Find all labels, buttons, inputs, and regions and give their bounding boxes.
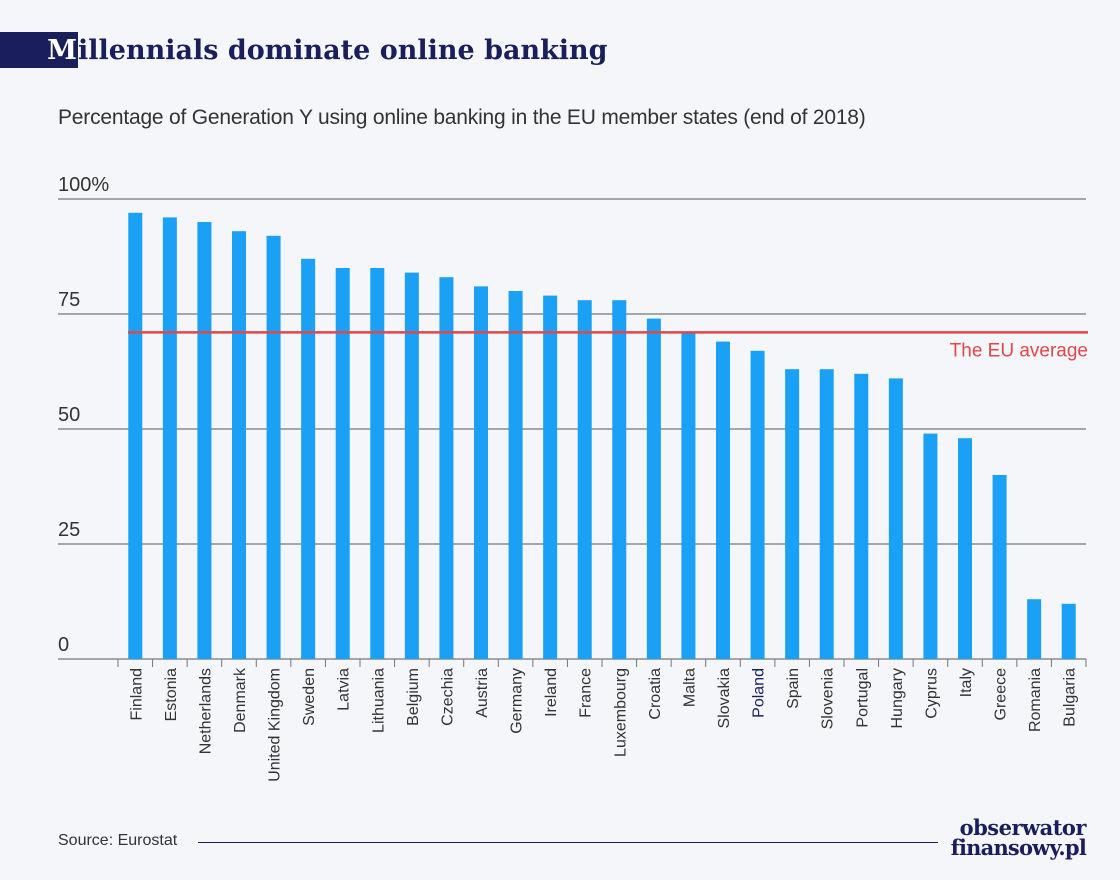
x-tick-label: Austria — [474, 668, 491, 718]
bar — [128, 212, 143, 660]
x-tick-label: Czechia — [439, 668, 456, 726]
bar — [923, 433, 938, 659]
bar — [474, 286, 488, 659]
bar — [197, 222, 212, 659]
x-tick-label: Slovakia — [716, 668, 733, 729]
bar — [681, 332, 696, 659]
x-tick-label: Denmark — [232, 667, 249, 733]
x-tick-label: Luxembourg — [612, 668, 629, 757]
bar — [612, 300, 627, 659]
x-tick-label: Bulgaria — [1062, 668, 1079, 727]
y-tick-label: 50 — [58, 404, 80, 426]
bar — [266, 235, 281, 660]
bar — [1027, 599, 1042, 659]
page-title: illennials dominate online banking — [78, 34, 608, 66]
x-tick-label: Portugal — [854, 668, 871, 728]
y-tick-label: 25 — [58, 519, 80, 541]
y-tick-label: 100% — [58, 174, 109, 196]
x-tick-label: Hungary — [889, 668, 906, 728]
bar — [543, 295, 558, 659]
title-initial: M — [47, 34, 77, 66]
y-tick-label: 0 — [58, 634, 69, 656]
bar — [958, 438, 972, 659]
x-tick-label: Belgium — [405, 668, 422, 726]
bar — [162, 217, 177, 659]
x-tick-label: Finland — [128, 668, 145, 720]
x-tick-label: Cyprus — [923, 668, 940, 719]
x-tick-label: Romania — [1027, 668, 1044, 732]
bar — [577, 300, 592, 659]
eu-average-label: The EU average — [950, 340, 1088, 361]
x-tick-label: Germany — [509, 668, 526, 734]
bar — [301, 258, 316, 659]
x-tick-label: Latvia — [336, 668, 353, 711]
brand-line-1: obserwator — [959, 815, 1087, 840]
bar — [404, 272, 419, 659]
x-tick-label: Ireland — [543, 668, 560, 717]
bar — [750, 350, 765, 659]
x-tick-label: Spain — [785, 668, 802, 709]
footer-divider — [198, 842, 938, 843]
brand-logo: obserwator finansowy.pl — [950, 815, 1087, 860]
bar — [888, 378, 903, 659]
bar — [819, 369, 834, 659]
x-tick-label: Malta — [681, 668, 698, 707]
x-tick-label: Slovenia — [820, 668, 837, 729]
x-tick-label: Estonia — [163, 668, 180, 721]
bar — [1061, 603, 1076, 659]
bar — [716, 341, 730, 659]
x-tick-label: France — [578, 668, 595, 718]
x-tick-label: Poland — [751, 668, 768, 718]
bar — [854, 373, 869, 659]
bar — [646, 318, 661, 659]
bar — [232, 231, 246, 659]
bar — [508, 291, 523, 659]
brand-line-2: finansowy.pl — [950, 835, 1087, 860]
y-tick-label: 75 — [58, 289, 80, 311]
source-note: Source: Eurostat — [58, 832, 178, 849]
bar — [785, 369, 800, 659]
chart-subtitle: Percentage of Generation Y using online … — [58, 106, 866, 129]
x-tick-label: United Kingdom — [267, 668, 284, 782]
bar — [439, 277, 454, 659]
x-tick-label: Italy — [958, 668, 975, 697]
title-bar: M illennials dominate online banking — [0, 32, 608, 68]
x-tick-label: Lithuania — [370, 668, 387, 733]
title-initial-block: M — [0, 32, 78, 68]
x-tick-label: Netherlands — [197, 668, 214, 754]
bar — [992, 475, 1007, 659]
x-tick-label: Sweden — [301, 668, 318, 726]
x-tick-label: Croatia — [647, 668, 664, 720]
x-tick-label: Greece — [993, 668, 1010, 721]
bar — [335, 268, 350, 659]
bar — [370, 268, 385, 659]
